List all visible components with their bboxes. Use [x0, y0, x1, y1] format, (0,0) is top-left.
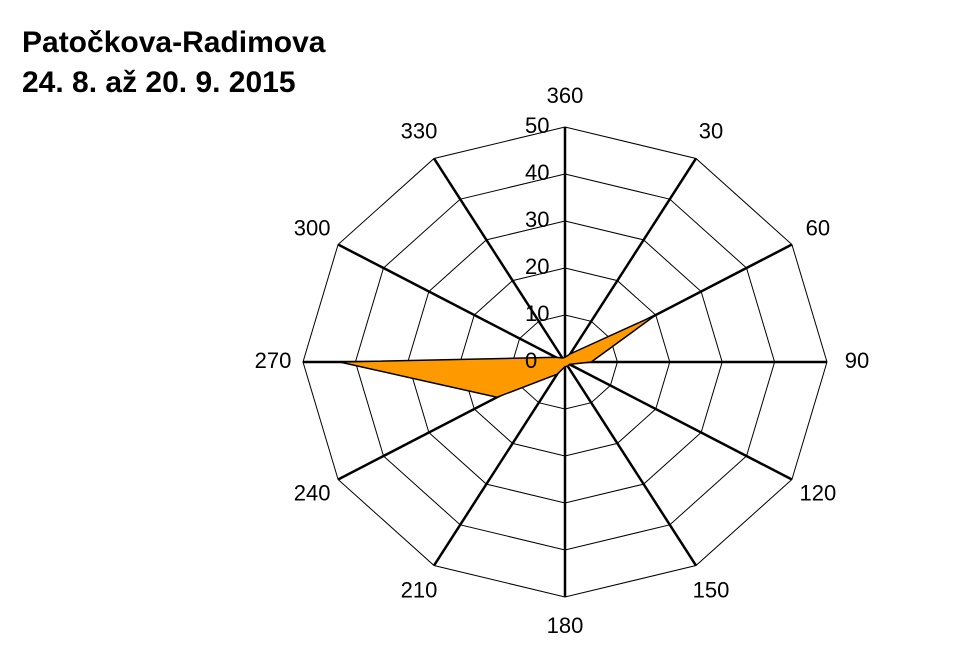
direction-label: 270 — [255, 348, 292, 373]
radial-tick-label: 20 — [525, 254, 549, 279]
direction-label: 300 — [294, 215, 331, 240]
direction-label: 180 — [547, 613, 584, 638]
direction-label: 240 — [294, 480, 331, 505]
spoke — [337, 243, 566, 364]
direction-label: 120 — [800, 480, 837, 505]
direction-label: 60 — [806, 215, 830, 240]
spoke — [432, 157, 567, 363]
spoke — [432, 361, 567, 567]
radial-tick-label: 0 — [525, 348, 537, 373]
radial-tick-label: 50 — [525, 113, 549, 138]
direction-label: 330 — [401, 118, 438, 143]
spoke — [563, 361, 698, 567]
spoke — [564, 360, 793, 481]
direction-label: 30 — [699, 118, 723, 143]
direction-label: 90 — [845, 348, 869, 373]
radial-tick-label: 30 — [525, 207, 549, 232]
chart-title: Patočkova-Radimova — [22, 26, 326, 59]
direction-label: 210 — [401, 577, 438, 602]
data-area — [339, 314, 657, 399]
direction-label: 360 — [547, 83, 584, 108]
chart-subtitle: 24. 8. až 20. 9. 2015 — [22, 66, 296, 99]
spoke — [563, 157, 698, 363]
radial-tick-label: 10 — [525, 301, 549, 326]
radial-tick-label: 40 — [525, 160, 549, 185]
direction-label: 150 — [693, 577, 730, 602]
